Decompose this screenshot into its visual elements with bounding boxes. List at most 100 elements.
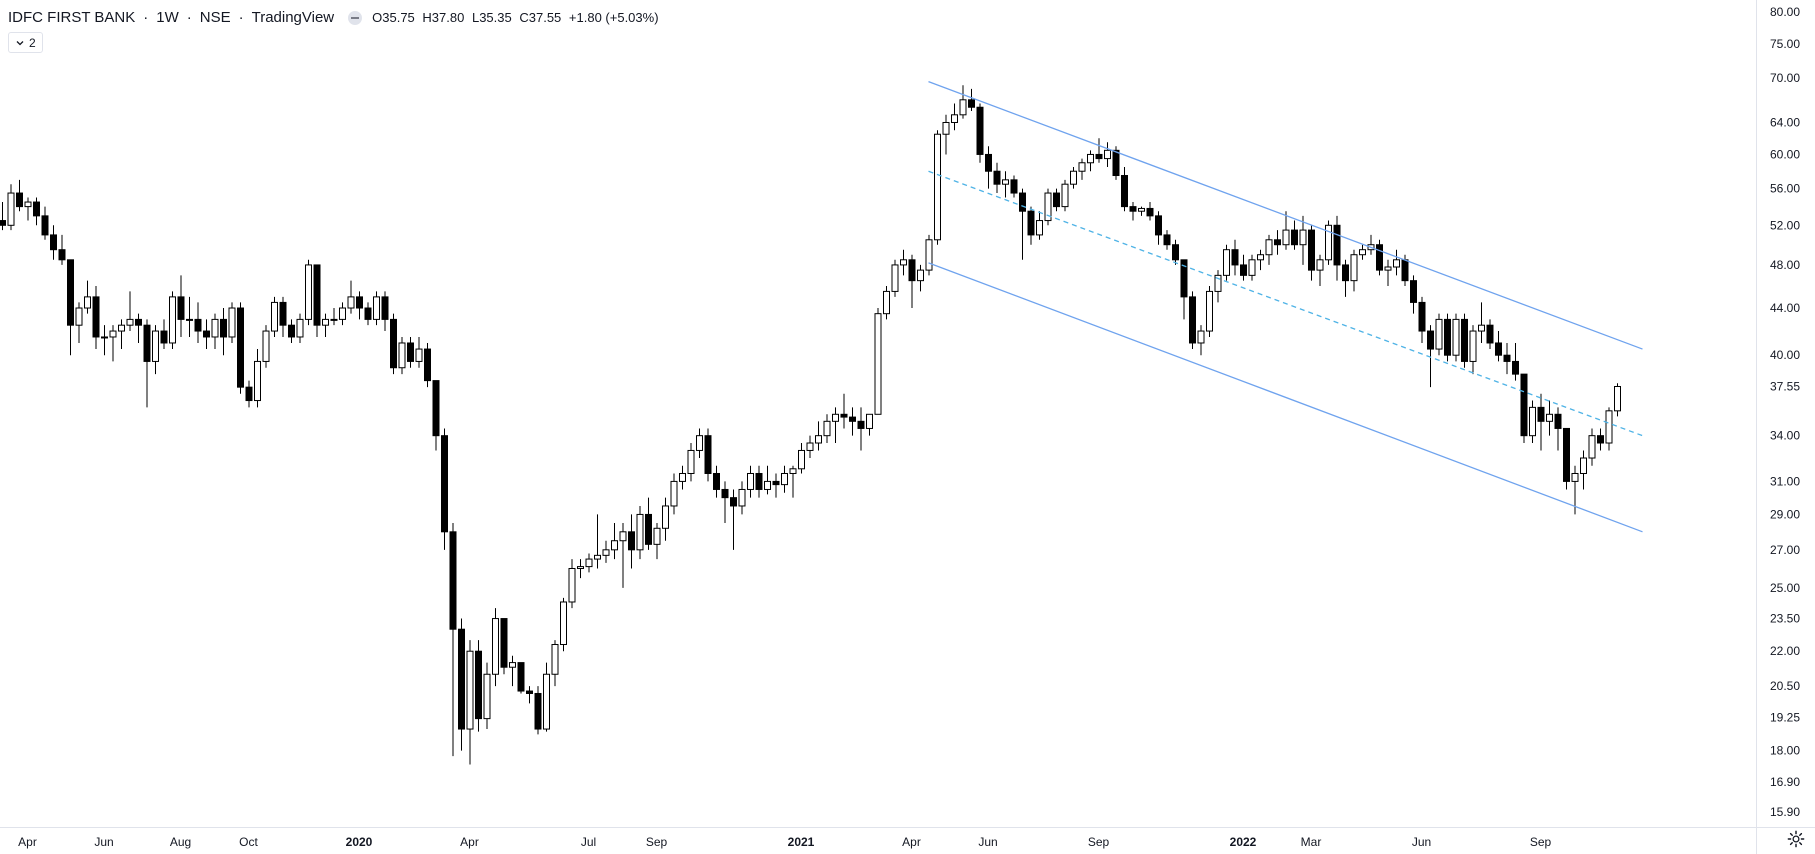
candle — [1070, 166, 1077, 189]
ohlc-low: L35.35 — [471, 10, 512, 25]
candle-body-up — [560, 601, 567, 646]
candle-body-up — [925, 239, 933, 271]
candle-body-down — [1112, 149, 1120, 177]
exchange-label: NSE — [199, 9, 231, 26]
channel-lower[interactable] — [928, 262, 1643, 533]
candle-body-down — [1155, 215, 1162, 236]
symbol-name[interactable]: IDFC FIRST BANK — [8, 9, 136, 26]
candle — [1172, 239, 1179, 265]
candle-body-down — [1172, 244, 1179, 261]
candle-body-down — [237, 307, 244, 388]
candle — [135, 313, 142, 343]
candle — [1469, 325, 1477, 375]
candle — [296, 313, 304, 343]
candle — [50, 225, 57, 260]
candle — [1163, 230, 1171, 250]
ohlc-high: H37.80 — [422, 10, 465, 25]
price-axis[interactable]: 80.00 75.00 70.00 64.00 60.00 56.00 52.00 48.00… — [1770, 5, 1800, 819]
candle-body-down — [441, 435, 448, 533]
time-axis[interactable]: Apr Jun Aug Oct 2020 Apr Jul Sep 2021 Apr Jun Sep 20… — [18, 835, 1551, 849]
candle-body-up — [764, 480, 771, 490]
candle-body-down — [1512, 360, 1519, 375]
candle-body-down — [1189, 296, 1196, 344]
candle-body-up — [568, 568, 576, 603]
candle — [211, 313, 219, 350]
candle-body-down — [985, 153, 992, 172]
candle — [1461, 313, 1468, 368]
candle-body-up — [75, 307, 83, 326]
candle — [1393, 249, 1400, 276]
candle-body-down — [1240, 264, 1247, 276]
channel-upper[interactable] — [928, 81, 1643, 350]
candle-body-down — [1333, 224, 1341, 266]
candle-body-down — [220, 318, 227, 338]
candle-body-up — [636, 513, 644, 551]
candle-body-up — [1265, 239, 1273, 256]
candle-body-up — [883, 290, 890, 315]
candle-body-down — [33, 201, 40, 217]
candle — [551, 640, 559, 687]
candle-body-down — [41, 215, 49, 236]
channel-mid[interactable] — [928, 170, 1643, 437]
price-tick-label: 48.00 — [1770, 258, 1800, 272]
candle — [492, 608, 499, 687]
candle — [883, 286, 890, 320]
candle-body-up — [602, 549, 610, 556]
interval-label[interactable]: 1W — [156, 9, 179, 26]
candle — [1529, 400, 1536, 444]
candle-body-down — [50, 234, 57, 251]
candle — [16, 179, 23, 212]
candle — [560, 597, 567, 652]
candle-body-down — [288, 324, 295, 338]
candle-body-down — [1520, 373, 1528, 437]
candle-body-up — [551, 644, 559, 675]
candle — [1580, 450, 1587, 490]
candle — [594, 514, 601, 569]
candle — [619, 523, 627, 588]
candle — [798, 443, 805, 474]
price-tick-label: 40.00 — [1770, 348, 1800, 362]
candle — [152, 325, 159, 375]
candle — [662, 497, 669, 541]
candle — [373, 291, 380, 326]
candle — [1095, 138, 1103, 163]
candle-body-down — [704, 435, 712, 474]
candle — [1061, 179, 1069, 212]
candle-body-down — [1554, 413, 1562, 429]
gear-icon[interactable] — [1787, 830, 1805, 848]
candle — [194, 302, 202, 343]
price-tick-label: 19.25 — [1770, 710, 1800, 724]
candle-body-up — [806, 442, 814, 451]
time-tick-label: 2021 — [788, 835, 815, 849]
candle-body-up — [1299, 229, 1307, 246]
candle-body-up — [1316, 259, 1324, 271]
price-tick-label: 15.90 — [1770, 805, 1800, 819]
candle — [832, 407, 839, 444]
ohlc-open: O35.75 — [372, 10, 415, 25]
time-tick-label: Jul — [581, 835, 596, 849]
price-tick-label: 16.90 — [1770, 775, 1800, 789]
candle — [1503, 342, 1511, 375]
candle-body-down — [1027, 210, 1035, 236]
candle-body-down — [968, 99, 975, 108]
candle — [704, 428, 712, 482]
ohlc-change: +1.80 (+5.03%) — [568, 10, 659, 25]
indicators-toggle[interactable]: 2 — [8, 32, 43, 53]
candle — [1537, 393, 1545, 451]
price-tick-label: 23.50 — [1770, 612, 1800, 626]
candle-body-up — [891, 264, 899, 292]
candle-body-up — [1206, 290, 1213, 332]
candle-body-down — [245, 386, 253, 402]
candle-body-down — [313, 264, 321, 326]
candle — [687, 443, 695, 482]
eye-off-icon[interactable] — [348, 10, 363, 25]
price-tick-label: 75.00 — [1770, 37, 1800, 51]
candle — [143, 319, 151, 408]
ohlc-values: O35.75 H37.80 L35.35 C37.55 +1.80 (+5.03… — [372, 10, 662, 25]
candle-body-up — [1061, 183, 1069, 208]
candle — [24, 197, 32, 221]
candle-body-up — [339, 307, 346, 320]
candle-body-down — [390, 318, 397, 369]
trendlines-layer[interactable] — [928, 81, 1643, 533]
